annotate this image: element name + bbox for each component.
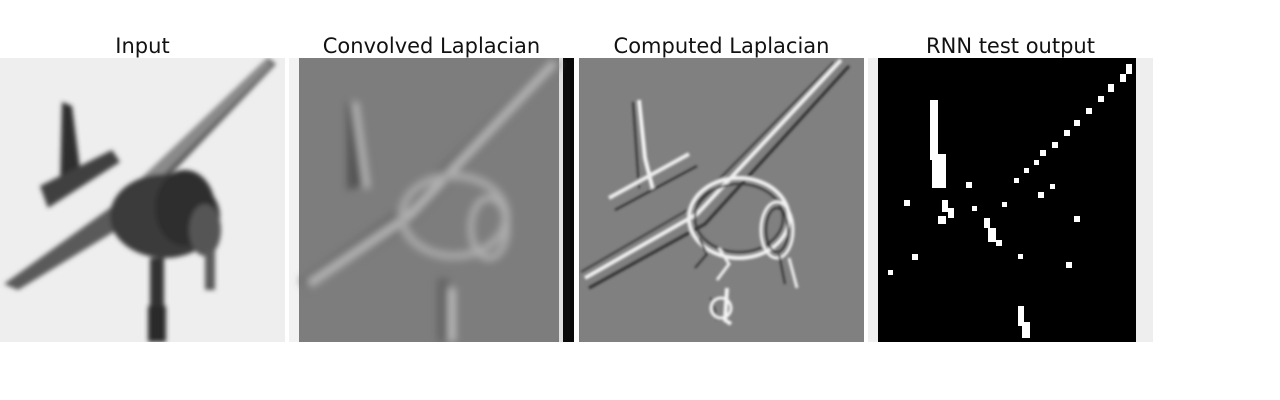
panel-title: Convolved Laplacian bbox=[322, 34, 541, 58]
computed-laplacian-image bbox=[579, 58, 864, 342]
panel-computed-laplacian: Computed Laplacian bbox=[579, 0, 864, 342]
panel-title: Computed Laplacian bbox=[613, 34, 830, 58]
panel-input: Input bbox=[0, 0, 285, 342]
panel-title: Input bbox=[115, 34, 170, 58]
input-airplane-image bbox=[0, 58, 285, 342]
panel-rnn-test-output: RNN test output bbox=[868, 0, 1153, 342]
convolved-laplacian-image bbox=[289, 58, 574, 342]
panel-convolved-laplacian: Convolved Laplacian bbox=[289, 0, 574, 342]
rnn-test-output-image bbox=[868, 58, 1153, 342]
panel-title: RNN test output bbox=[926, 34, 1095, 58]
